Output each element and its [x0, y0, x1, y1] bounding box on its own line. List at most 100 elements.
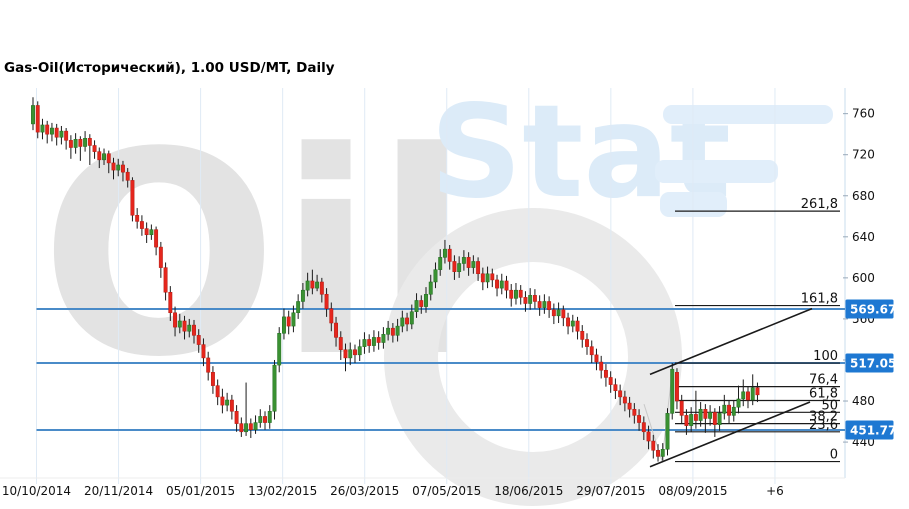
candle-body [532, 295, 537, 302]
watermark-bar [660, 192, 727, 217]
candle-body [300, 289, 305, 302]
price-badge-label: 451.77 [850, 423, 896, 437]
candle-body [651, 440, 656, 451]
candle-body [87, 138, 92, 146]
candle-body [447, 248, 452, 262]
candle-body [698, 408, 703, 421]
time-axis-label: 18/06/2015 [494, 484, 563, 498]
price-badge [845, 299, 894, 319]
candle-body [476, 261, 481, 275]
candle-body [35, 105, 40, 133]
candle-body [277, 333, 282, 366]
candle-body [551, 309, 556, 317]
price-tick-label: 760 [852, 107, 875, 121]
candle-body [585, 339, 589, 347]
candle-body [192, 324, 196, 336]
time-axis-label: 08/09/2015 [658, 484, 727, 498]
candle-body [106, 153, 111, 164]
candle-body [627, 402, 632, 410]
candle-body [561, 309, 566, 319]
candle-body [121, 164, 125, 173]
candle-body [646, 431, 651, 442]
candle-body [495, 279, 499, 289]
candle-body [381, 334, 386, 343]
candle-body [670, 368, 675, 414]
candle-body [362, 339, 367, 347]
candle-body [253, 422, 258, 431]
candle-body [158, 246, 163, 268]
price-tick-label: 720 [852, 148, 875, 162]
candle-body [258, 416, 263, 423]
candle-body [556, 309, 561, 317]
candle-body [504, 280, 509, 291]
candle-body [452, 261, 457, 272]
candle-body [414, 300, 419, 312]
candle-body [73, 139, 78, 148]
candle-body [334, 322, 338, 338]
price-tick-label: 680 [852, 189, 875, 203]
candle-body [717, 413, 722, 425]
candle-body [485, 273, 490, 283]
price-tick-label: 600 [852, 271, 875, 285]
candle-body [433, 269, 438, 283]
time-axis-label: 29/07/2015 [576, 484, 645, 498]
fib-level-label: 76,4 [809, 373, 838, 388]
candle-body [509, 289, 514, 299]
candle-body [480, 273, 485, 283]
time-axis-label: 05/01/2015 [166, 484, 235, 498]
candle-body [348, 349, 353, 359]
candle-body [731, 406, 736, 416]
candle-body [523, 297, 528, 304]
candle-body [296, 301, 301, 314]
candle-body [319, 281, 324, 295]
candle-body [149, 229, 154, 236]
candle-body [575, 320, 580, 332]
candle-body [693, 414, 698, 421]
candle-body [708, 412, 713, 419]
fib-level-label: 23,6 [809, 418, 838, 433]
candle-body [376, 337, 381, 343]
candle-body [54, 127, 59, 138]
candle-body [603, 369, 608, 378]
candle-body [310, 280, 315, 289]
candle-body [390, 327, 395, 336]
candle-body [49, 127, 54, 135]
candle-body [220, 396, 225, 406]
candle-body [570, 320, 575, 327]
candle-body [665, 413, 670, 450]
candle-body [357, 346, 362, 356]
time-axis-label: 10/10/2014 [2, 484, 71, 498]
fib-level-label: 38,2 [809, 410, 838, 425]
candle-body [594, 354, 599, 363]
candle-body [741, 391, 746, 400]
candle-body [116, 164, 121, 171]
candle-body [580, 330, 585, 340]
candle-body [457, 263, 462, 272]
candle-body [168, 291, 173, 314]
candle-body [305, 280, 310, 291]
fib-level-label: 100 [813, 349, 838, 364]
candle-body [746, 391, 750, 401]
candle-body [244, 423, 249, 433]
candle-body [315, 281, 320, 289]
candle-body [139, 221, 144, 229]
candle-body [343, 349, 348, 359]
candle-body [547, 301, 552, 310]
candle-body [400, 317, 405, 327]
candle-body [59, 130, 64, 138]
watermark-bar [655, 160, 778, 183]
candle-body [608, 377, 613, 385]
candle-body [409, 311, 414, 325]
watermark-droplet-ring [384, 208, 682, 506]
time-axis-label: 07/05/2015 [412, 484, 481, 498]
candle-body [689, 414, 694, 426]
candle-body [518, 289, 523, 298]
candle-body [130, 180, 135, 216]
candle-body [679, 400, 684, 416]
candle-body [589, 346, 594, 356]
candle-body [461, 257, 466, 264]
price-badge-label: 569.67 [850, 302, 896, 316]
candle-body [196, 335, 201, 345]
candle-body [229, 399, 234, 412]
